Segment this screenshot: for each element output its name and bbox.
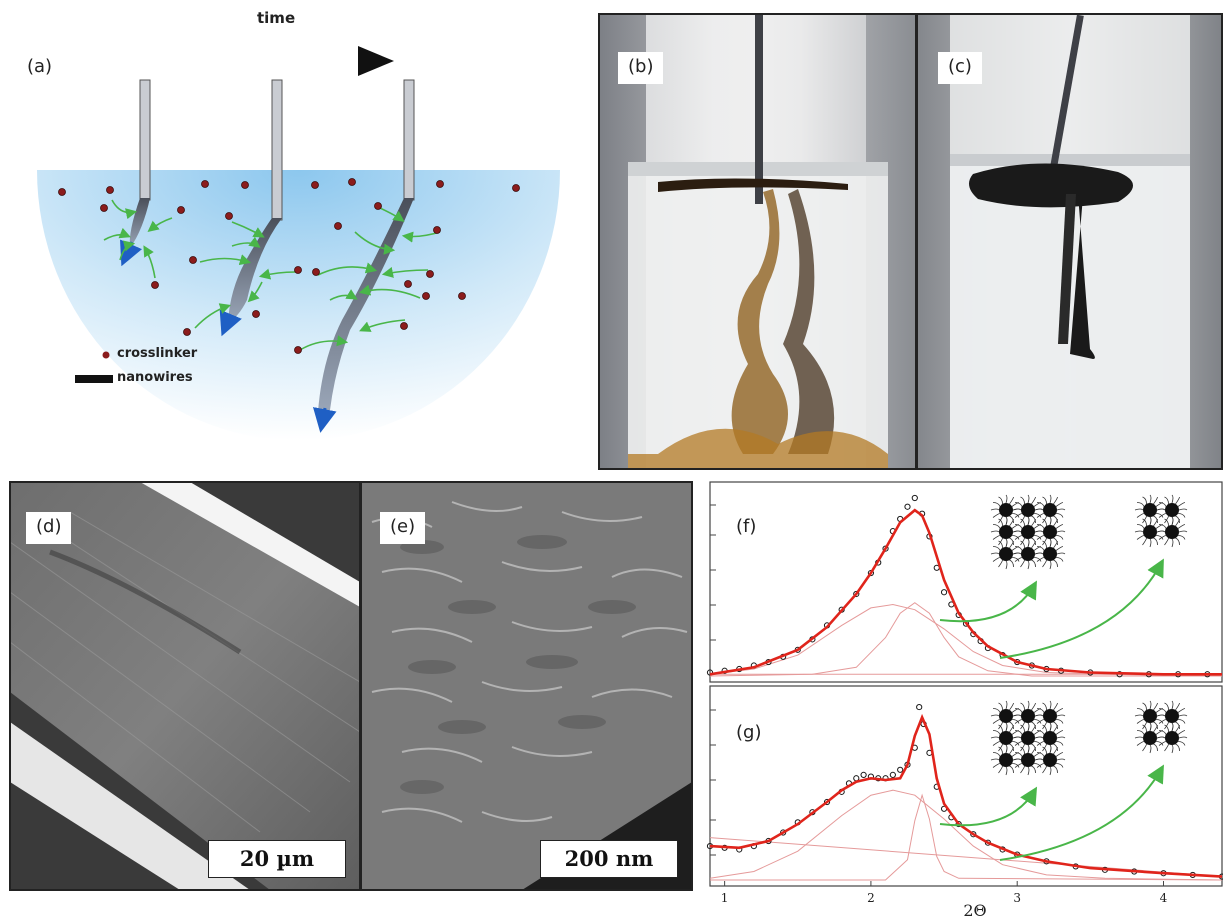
nanoparticle-icon (1156, 700, 1188, 732)
scale-bar-e: 200 nm (540, 840, 678, 878)
panel-d-label: (d) (26, 512, 72, 544)
needle-3 (403, 79, 415, 201)
crosslinker-dots (58, 178, 520, 354)
panel-a-label: (a) (27, 56, 53, 77)
nanoparticle-icon (1034, 538, 1066, 570)
liquid-bath (37, 170, 560, 441)
nanoparticle-icon (1034, 516, 1066, 548)
legend-crosslinker-marker (102, 351, 110, 359)
nanoparticle-icon (1034, 494, 1066, 526)
plot-f-data-point (911, 494, 918, 502)
plot-f-data (706, 494, 1223, 678)
legend-nanowires-marker (75, 375, 113, 383)
nanoparticle-icon (1012, 516, 1044, 548)
panel-b-label: (b) (618, 52, 664, 84)
nanowire-medium (228, 218, 282, 322)
scale-bar-d: 20 µm (208, 840, 346, 878)
nanoparticle-icon (990, 722, 1022, 754)
x-tick-label: 1 (721, 891, 729, 905)
nanoparticle-icon (1134, 516, 1166, 548)
fiber-sem-image (10, 482, 360, 890)
diffraction-plots: 1 2 3 4 2Θ (706, 481, 1223, 920)
growth-arrow-2 (219, 309, 242, 337)
x-tick-label: 4 (1160, 891, 1168, 905)
panel-f-label: (f) (736, 516, 757, 537)
nanoparticle-icon (1156, 722, 1188, 754)
legend-crosslinker-label: crosslinker (117, 346, 198, 361)
photo-frame (598, 13, 1223, 470)
plot-g-data-point (823, 798, 831, 806)
nanoparticle-icon (1012, 722, 1044, 754)
plot-f-data-point (940, 589, 948, 596)
photo-divider (915, 13, 918, 470)
panel-e-sem: (e) 200 nm (362, 482, 692, 890)
needle-1 (139, 79, 151, 201)
plot-g-component-line (709, 789, 1223, 881)
x-axis-ticks: 1 2 3 4 (721, 881, 1168, 905)
plot-g-y-ticks (710, 709, 716, 856)
panel-a-schematic: (a) time crosslinker nanowires (0, 0, 590, 470)
arrow-g-sparse (999, 764, 1164, 861)
x-tick-label: 3 (1013, 891, 1021, 905)
plot-g-component-line (710, 793, 1223, 881)
growth-arrow-3 (312, 407, 337, 433)
legend-nanowires-label: nanowires (117, 370, 193, 385)
plot-f-data-point (867, 569, 875, 577)
needle-2 (271, 79, 283, 221)
plot-f-data-point (853, 590, 860, 598)
panel-d-sem: (d) 20 µm (10, 482, 360, 890)
nanoparticle-icon (1034, 744, 1066, 776)
plot-g-data-point (897, 766, 904, 773)
nanoparticle-icon (1156, 516, 1188, 548)
plot-g-data-point (860, 771, 867, 778)
plot-g-data-point (889, 771, 896, 778)
sem-divider (359, 481, 362, 891)
panel-c-label: (c) (938, 52, 982, 84)
arrow-g-dense (939, 786, 1038, 827)
panel-g-label: (g) (736, 722, 762, 743)
attachment-arrows (103, 199, 441, 351)
nanoparticle-icon (1012, 744, 1044, 776)
nanoparticle-icon (1134, 722, 1166, 754)
time-label: time (257, 9, 296, 27)
plot-f-component-line (709, 603, 1223, 677)
plot-f-component-line (709, 602, 1222, 677)
plot-g-data-point (916, 703, 923, 711)
arrow-f-dense (939, 580, 1037, 623)
nanoparticle-icon (1012, 494, 1044, 526)
vial-photo-c (918, 14, 1223, 469)
arrow-f-sparse (999, 558, 1164, 659)
plot-f-fit-line (709, 508, 1222, 676)
nanoparticle-icon (990, 700, 1022, 732)
sem-frame (9, 481, 693, 891)
x-axis-label: 2Θ (963, 901, 986, 920)
vial-photo-b (598, 14, 916, 469)
plot-g-data-point (955, 820, 962, 828)
panel-e-label: (e) (380, 512, 426, 544)
plot-f-data-point (904, 503, 911, 510)
panel-c-photo: (c) (918, 14, 1223, 469)
nanowire-short (129, 198, 150, 248)
nanoparticle-icon (1034, 700, 1066, 732)
panel-b-photo: (b) (598, 14, 916, 469)
plot-f-y-ticks (710, 504, 716, 641)
packing-schematics (990, 494, 1188, 776)
plot-f-data-point (706, 669, 714, 676)
nanoparticle-icon (1012, 700, 1044, 732)
nanoparticle-icon (1012, 538, 1044, 570)
x-tick-label: 2 (867, 891, 875, 905)
nanowire-growth-diagram (37, 46, 560, 441)
nanoparticle-icon (990, 744, 1022, 776)
